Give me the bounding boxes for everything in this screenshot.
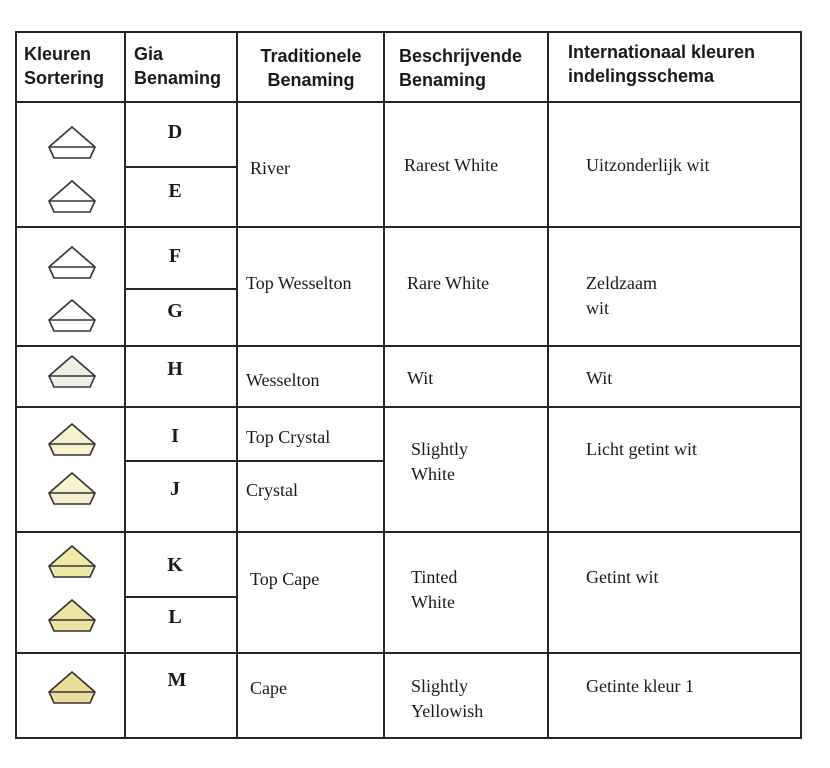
grade-j: J	[170, 478, 180, 500]
descriptive-name: Rare White	[407, 273, 490, 293]
row-divider	[125, 166, 237, 168]
diamond-icon	[48, 472, 96, 505]
traditional-name: Cape	[250, 678, 287, 698]
row-divider	[15, 531, 802, 533]
header-international: Internationaal kleuren indelingsschema	[568, 42, 756, 86]
descriptive-name: Rarest White	[404, 155, 499, 175]
descriptive-name: Slightly White	[411, 439, 469, 484]
traditional-name: Top Wesselton	[246, 273, 352, 293]
grade-f: F	[168, 245, 182, 267]
row-divider	[125, 596, 237, 598]
diamond-icon	[48, 355, 96, 388]
grade-l: L	[168, 606, 182, 628]
row-divider	[15, 101, 802, 103]
row-divider	[15, 345, 802, 347]
diamond-icon	[48, 599, 96, 632]
grade-i: I	[171, 425, 179, 447]
international-name: Licht getint wit	[586, 439, 697, 459]
international-name: Uitzonderlijk wit	[586, 155, 710, 175]
row-divider	[15, 652, 802, 654]
descriptive-name: Slightly Yellowish	[411, 676, 484, 721]
descriptive-name: Wit	[407, 368, 434, 388]
grade-m: M	[167, 669, 187, 691]
row-divider	[15, 406, 802, 408]
grade-h: H	[167, 358, 183, 380]
table-border	[800, 31, 802, 739]
grade-g: G	[167, 300, 183, 322]
traditional-name: Crystal	[246, 480, 298, 500]
col-divider	[383, 31, 385, 739]
grade-k: K	[167, 554, 183, 576]
table-border	[15, 31, 17, 739]
diamond-icon	[48, 545, 96, 578]
row-divider	[125, 460, 384, 462]
diamond-icon	[48, 246, 96, 279]
col-divider	[124, 31, 126, 739]
header-descriptive: Beschrijvende Benaming	[399, 46, 523, 90]
diamond-icon	[48, 126, 96, 159]
col-divider	[547, 31, 549, 739]
international-name: Getint wit	[586, 567, 659, 587]
header-traditional: Traditionele Benaming	[260, 46, 362, 90]
international-name: Getinte kleur 1	[586, 676, 694, 696]
diamond-icon	[48, 671, 96, 704]
table-border	[15, 737, 802, 739]
traditional-name: Wesselton	[246, 370, 320, 390]
grade-d: D	[167, 121, 183, 143]
diamond-icon	[48, 180, 96, 213]
diamond-icon	[48, 423, 96, 456]
grade-e: E	[168, 180, 182, 202]
header-gia: Gia Benaming	[134, 44, 222, 88]
col-divider	[236, 31, 238, 739]
table-border	[15, 31, 802, 33]
international-name: Wit	[586, 368, 613, 388]
header-sort: Kleuren Sortering	[24, 44, 105, 88]
row-divider	[125, 288, 237, 290]
traditional-name: Top Cape	[250, 569, 320, 589]
row-divider	[15, 226, 802, 228]
international-name: Zeldzaam wit	[586, 273, 657, 318]
traditional-name: Top Crystal	[246, 427, 331, 447]
descriptive-name: Tinted White	[411, 567, 458, 612]
diamond-icon	[48, 299, 96, 332]
traditional-name: River	[250, 158, 290, 178]
